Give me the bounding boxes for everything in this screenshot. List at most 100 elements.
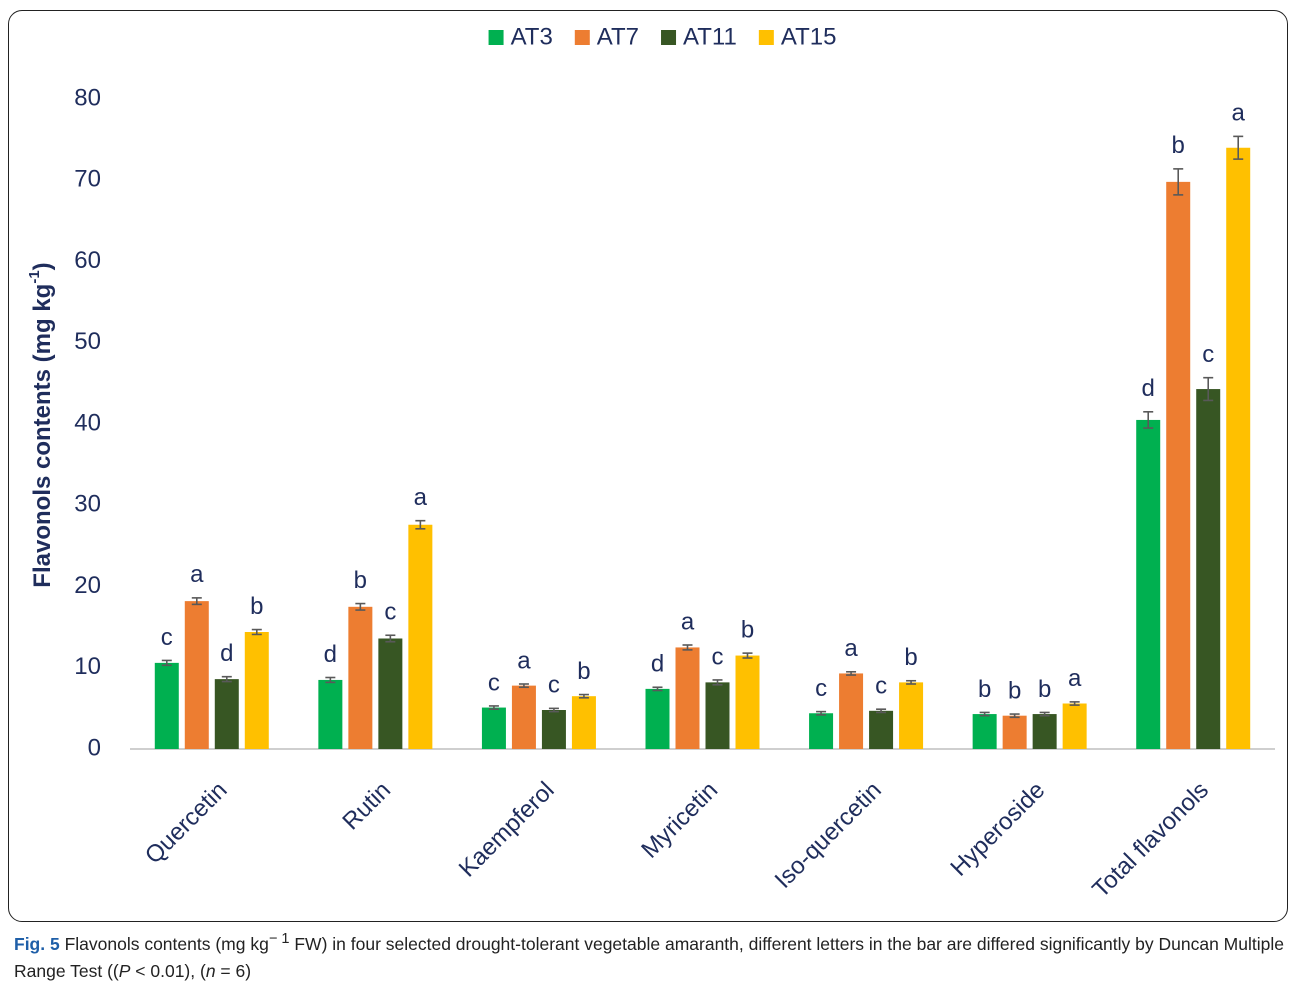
legend-label: AT7 (597, 23, 639, 50)
error-bar (221, 675, 232, 683)
error-bar (1069, 701, 1080, 706)
bar (214, 679, 239, 749)
significance-letter: a (844, 635, 858, 662)
significance-letter: a (517, 647, 531, 674)
y-label-text: ) (29, 262, 56, 270)
bar (809, 713, 834, 749)
significance-letter: c (712, 643, 724, 670)
y-tick-label: 0 (88, 734, 101, 761)
chart: Flavonols contents (mg kg-1) 0 10 20 30 40 50… (26, 23, 1275, 903)
bar (244, 632, 269, 749)
significance-letter: d (1142, 375, 1155, 402)
error-bar (906, 679, 917, 685)
error-bar (415, 519, 426, 530)
y-tick-label: 50 (74, 328, 101, 355)
error-bar (1173, 168, 1184, 196)
error-bar (1143, 411, 1154, 429)
y-tick-label: 80 (74, 84, 101, 111)
significance-letter: a (414, 484, 428, 511)
bar (1062, 703, 1087, 749)
significance-letter: a (190, 561, 204, 588)
y-tick-label: 10 (74, 653, 101, 680)
bar (705, 682, 730, 749)
legend-swatch (758, 30, 774, 45)
caption-italic: P (118, 960, 131, 981)
bar (481, 707, 506, 749)
significance-letter: b (1008, 677, 1021, 704)
legend-swatch (574, 30, 590, 45)
error-bar (578, 693, 589, 699)
bar (735, 655, 760, 749)
error-bar (876, 708, 887, 714)
significance-letter: c (384, 599, 396, 626)
error-bar (742, 652, 753, 659)
caption: Fig. 5 Flavonols contents (mg kg− 1 FW) … (14, 926, 1284, 985)
bar (571, 696, 596, 749)
error-bar (846, 671, 857, 676)
y-tick-label: 20 (74, 572, 101, 599)
significance-letter: c (548, 672, 560, 699)
bar (1032, 714, 1057, 749)
error-bar (355, 602, 366, 611)
bar (839, 673, 864, 749)
bar (154, 662, 179, 749)
error-bar (548, 707, 559, 713)
bar (645, 688, 670, 749)
caption-text: Flavonols contents (mg kg (59, 933, 269, 954)
significance-letter: a (1232, 100, 1246, 127)
legend-swatch (488, 30, 504, 45)
bar (1226, 147, 1251, 749)
error-bar (1009, 713, 1020, 719)
y-label-sup: -1 (26, 270, 43, 283)
significance-letter: d (651, 651, 664, 678)
error-bar (518, 683, 529, 689)
y-label-text: Flavonols contents (mg kg (29, 284, 56, 588)
bar (1166, 181, 1191, 749)
bar (675, 647, 700, 749)
error-bar (816, 710, 827, 716)
bar (972, 714, 997, 749)
x-tick-label: Myricetin (636, 777, 723, 864)
bar (348, 606, 373, 749)
x-tick-label: Rutin (337, 777, 396, 836)
caption-text: < 0.01), ( (130, 960, 206, 981)
error-bar (682, 644, 693, 651)
bar (511, 685, 536, 749)
error-bar (325, 676, 336, 684)
significance-letter: b (250, 593, 263, 620)
significance-letter: c (161, 624, 173, 651)
significance-letter: c (488, 669, 500, 696)
error-bar (1039, 711, 1050, 717)
bar (318, 679, 343, 749)
significance-letter: d (220, 640, 233, 667)
error-bar (191, 597, 202, 606)
bar (541, 710, 566, 749)
significance-letter: b (741, 616, 754, 643)
significance-letter: b (978, 676, 991, 703)
y-tick-label: 60 (74, 247, 101, 274)
error-bar (979, 711, 990, 717)
caption-text: = 6) (215, 960, 252, 981)
legend: AT3 AT7 AT11 AT15 (488, 23, 836, 50)
y-tick-label: 40 (74, 409, 101, 436)
bar (869, 710, 894, 749)
significance-letter: b (1038, 676, 1051, 703)
frame (8, 10, 1288, 922)
y-tick-label: 70 (74, 166, 101, 193)
error-bar (652, 686, 663, 692)
y-tick-label: 30 (74, 491, 101, 518)
error-bar (161, 659, 172, 667)
bar (184, 601, 209, 749)
significance-letter: d (324, 641, 337, 668)
caption-label: Fig. 5 (14, 933, 60, 954)
bar (378, 638, 403, 749)
significance-letter: c (815, 675, 827, 702)
legend-label: AT3 (511, 23, 553, 50)
significance-letter: c (1202, 341, 1214, 368)
error-bar (488, 705, 499, 710)
bar (1196, 389, 1221, 749)
error-bar (251, 628, 262, 636)
legend-swatch (661, 30, 677, 45)
significance-letter: b (904, 644, 917, 671)
x-tick-label: Quercetin (140, 777, 233, 870)
